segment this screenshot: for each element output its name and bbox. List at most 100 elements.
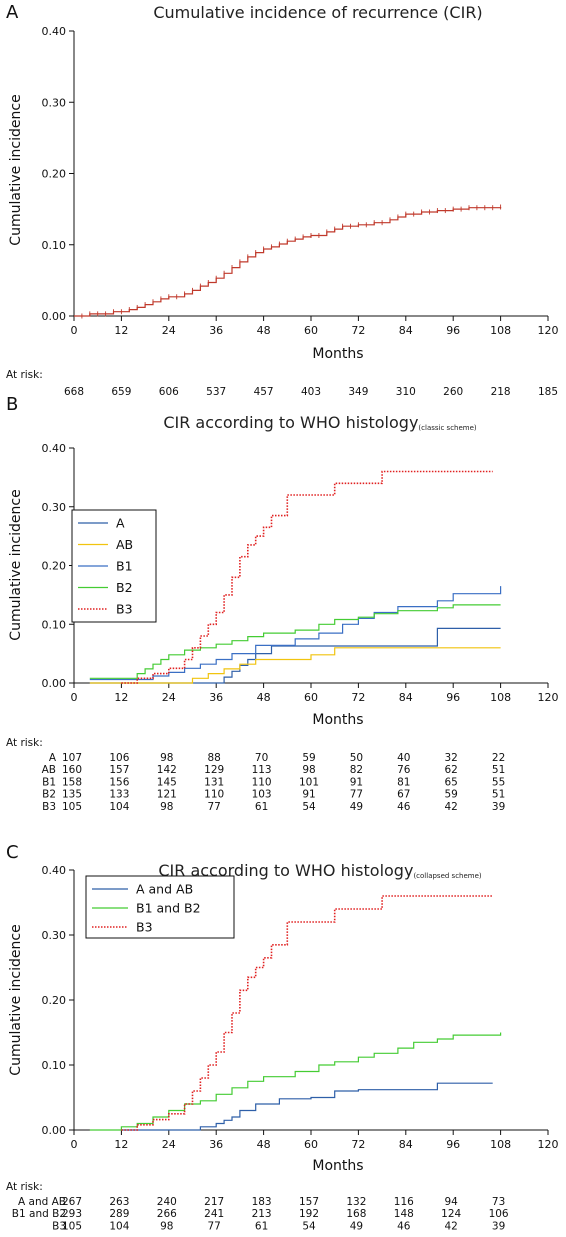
at-risk-count: 49 [350,801,363,813]
at-risk-row-label: B1 and B2 [12,1208,66,1220]
at-risk-count: 77 [208,1220,221,1232]
y-tick-label: 0.10 [42,239,67,252]
chart-title: CIR according to WHO histology(collapsed… [158,861,482,880]
at-risk-count: 157 [299,1196,319,1208]
chart-title-scheme: (classic scheme) [418,424,476,432]
at-risk-count: 110 [252,776,272,788]
at-risk-count: 42 [445,1220,458,1232]
at-risk-count: 101 [299,776,319,788]
x-tick-label: 48 [257,691,271,704]
at-risk-count: 73 [492,1196,505,1208]
at-risk-row-label: B3 [42,801,56,813]
at-risk-count: 218 [491,386,511,398]
chart-title-main: Cumulative incidence of recurrence (CIR) [153,3,482,22]
x-tick-label: 36 [209,691,223,704]
at-risk-count: 145 [157,776,177,788]
at-risk-count: 98 [160,1220,173,1232]
x-tick-label: 36 [209,1138,223,1151]
legend-label: A and AB [136,882,193,897]
at-risk-row-label: B3 [52,1220,66,1232]
at-risk-count: 61 [255,801,268,813]
at-risk-label: At risk: [6,737,43,749]
at-risk-count: 98 [160,752,173,764]
at-risk-count: 131 [204,776,224,788]
panel-letter: C [6,842,19,863]
x-tick-label: 108 [490,1138,511,1151]
y-axis-title: Cumulative incidence [8,924,24,1075]
at-risk-row-label: A and AB [18,1196,66,1208]
legend-label: AB [116,537,133,552]
at-risk-count: 67 [397,789,410,801]
panel-b: B CIR according to WHO histology(classic … [6,394,559,813]
x-tick-label: 120 [538,1138,559,1151]
at-risk-count: 77 [350,789,363,801]
chart-title: CIR according to WHO histology(classic s… [163,413,477,432]
panel-letter: B [6,394,18,415]
x-tick-label: 60 [304,324,318,337]
x-tick-label: 60 [304,1138,318,1151]
x-tick-label: 96 [446,324,460,337]
at-risk-count: 40 [397,752,410,764]
at-risk-count: 51 [492,789,505,801]
at-risk-count: 91 [302,789,315,801]
at-risk-count: 39 [492,801,505,813]
y-tick-label: 0.00 [42,677,67,690]
x-tick-label: 24 [162,324,176,337]
x-tick-label: 12 [114,324,128,337]
legend-label: B1 [116,559,133,574]
at-risk-count: 192 [299,1208,319,1220]
at-risk-count: 70 [255,752,268,764]
at-risk-count: 113 [252,764,272,776]
at-risk-count: 185 [538,386,558,398]
x-tick-label: 96 [446,1138,460,1151]
x-tick-label: 72 [351,1138,365,1151]
at-risk-count: 606 [159,386,179,398]
at-risk-row-label: B2 [42,789,56,801]
x-axis-title: Months [312,1158,363,1174]
legend-label: B3 [116,602,133,617]
x-tick-label: 72 [351,324,365,337]
at-risk-count: 110 [204,789,224,801]
legend: A and AB B1 and B2 B3 [85,875,235,939]
at-risk-count: 132 [346,1196,366,1208]
chart-title-main: CIR according to WHO histology [158,861,413,880]
at-risk-count: 289 [109,1208,129,1220]
at-risk-count: 81 [397,776,410,788]
at-risk-count: 158 [62,776,82,788]
panel-c: C CIR according to WHO histology(collapse… [6,842,559,1232]
legend-label: B1 and B2 [136,901,201,916]
x-tick-label: 108 [490,324,511,337]
at-risk-count: 148 [394,1208,414,1220]
x-tick-label: 60 [304,691,318,704]
x-tick-label: 48 [257,1138,271,1151]
y-tick-label: 0.00 [42,1124,67,1137]
at-risk-count: 267 [62,1196,82,1208]
at-risk-count: 349 [348,386,368,398]
at-risk-count: 42 [445,801,458,813]
at-risk-row-label: AB [42,764,56,776]
y-tick-label: 0.20 [42,994,67,1007]
legend-label: B3 [136,920,153,935]
x-tick-label: 0 [71,324,78,337]
at-risk-count: 157 [109,764,129,776]
at-risk-count: 77 [208,801,221,813]
at-risk-count: 668 [64,386,84,398]
series-line-a-and-ab [121,1082,493,1131]
x-tick-label: 120 [538,691,559,704]
y-tick-label: 0.30 [42,501,67,514]
at-risk-count: 105 [62,801,82,813]
at-risk-count: 49 [350,1220,363,1232]
x-axis-title: Months [312,346,363,362]
series-line-a [89,627,501,684]
at-risk-count: 39 [492,1220,505,1232]
at-risk-count: 76 [397,764,411,776]
legend-label: B2 [116,580,133,595]
at-risk-count: 156 [109,776,129,788]
at-risk-count: 82 [350,764,363,776]
at-risk-count: 116 [394,1196,414,1208]
at-risk-count: 46 [397,1220,411,1232]
at-risk-count: 293 [62,1208,82,1220]
y-axis-title: Cumulative incidence [8,489,24,640]
x-axis-title: Months [312,712,363,728]
